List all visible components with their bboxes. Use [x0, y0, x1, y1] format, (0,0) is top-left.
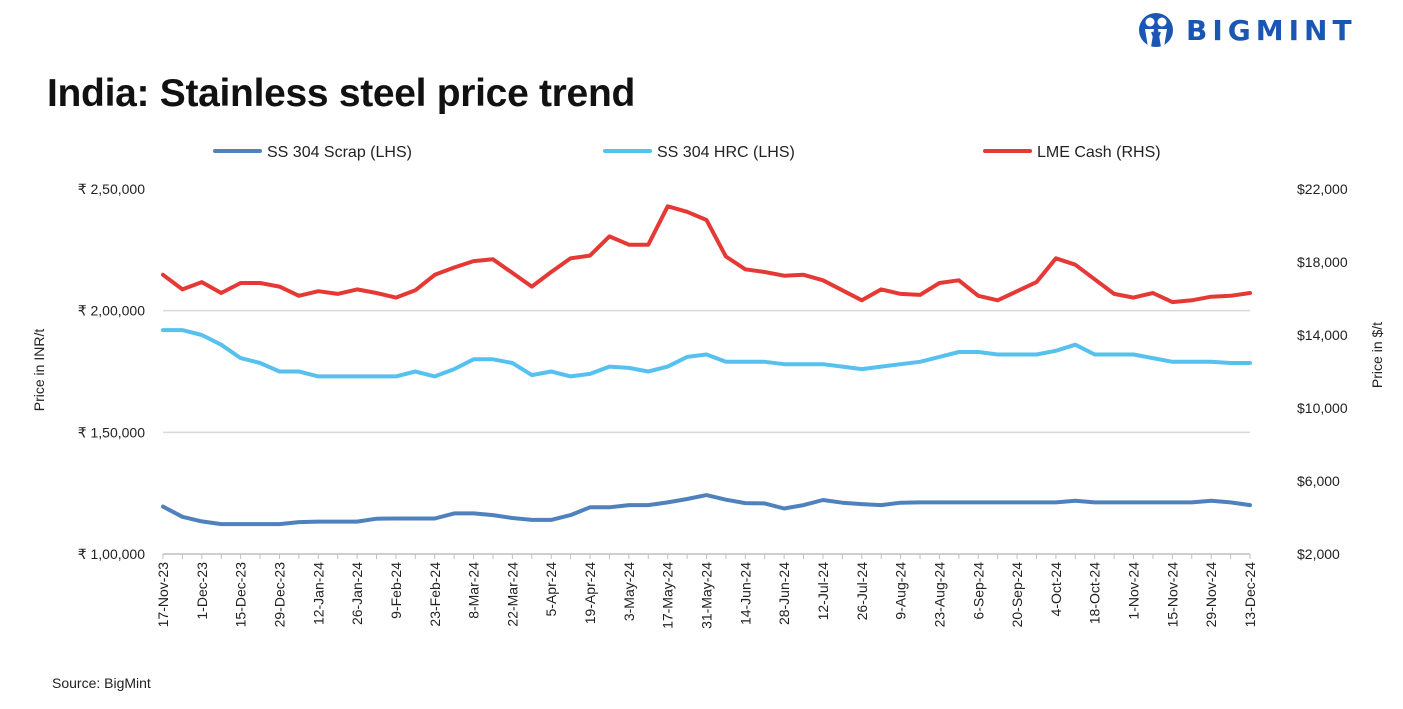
- x-tick-label: 1-Dec-23: [194, 562, 210, 620]
- bigmint-people-icon: [1139, 13, 1173, 47]
- y-tick-label-right: $6,000: [1297, 473, 1340, 489]
- x-tick-label: 23-Feb-24: [427, 562, 443, 627]
- x-tick-label: 22-Mar-24: [504, 562, 520, 627]
- x-tick-label: 26-Jan-24: [349, 562, 365, 625]
- series-line-0: [161, 493, 1252, 527]
- x-tick-label: 15-Dec-23: [233, 562, 249, 628]
- x-tick-label: 15-Nov-24: [1164, 562, 1180, 628]
- y-tick-label-right: $10,000: [1297, 400, 1348, 416]
- legend-label: SS 304 HRC (LHS): [657, 144, 795, 161]
- y-tick-label-left: ₹ 2,50,000: [78, 181, 146, 197]
- series-line-1: [161, 328, 1252, 379]
- x-tick-label: 26-Jul-24: [854, 562, 870, 621]
- x-tick-label: 8-Mar-24: [466, 562, 482, 619]
- x-tick-label: 9-Aug-24: [893, 562, 909, 620]
- x-tick-label: 28-Jun-24: [776, 562, 792, 625]
- logo-text: BIGMINT: [1186, 13, 1357, 47]
- y-axis-title-left: Price in INR/t: [31, 329, 47, 412]
- x-tick-label: 18-Oct-24: [1087, 562, 1103, 624]
- x-tick-label: 12-Jan-24: [310, 562, 326, 625]
- legend-label: SS 304 Scrap (LHS): [267, 144, 412, 161]
- series-line-2: [161, 204, 1252, 305]
- x-tick-label: 13-Dec-24: [1242, 562, 1258, 628]
- x-tick-label: 14-Jun-24: [737, 562, 753, 625]
- x-tick-label: 23-Aug-24: [931, 562, 947, 628]
- x-tick-label: 4-Oct-24: [1048, 562, 1064, 617]
- x-tick-label: 6-Sep-24: [970, 562, 986, 620]
- y-tick-label-right: $2,000: [1297, 546, 1340, 562]
- x-tick-label: 29-Nov-24: [1203, 562, 1219, 628]
- y-tick-label-left: ₹ 1,00,000: [78, 546, 146, 562]
- y-tick-label-right: $22,000: [1297, 181, 1348, 197]
- x-tick-label: 31-May-24: [699, 562, 715, 629]
- y-tick-label-left: ₹ 1,50,000: [78, 424, 146, 440]
- y-tick-label-left: ₹ 2,00,000: [78, 303, 146, 319]
- x-tick-label: 9-Feb-24: [388, 562, 404, 619]
- y-axis-title-right: Price in $/t: [1369, 322, 1385, 388]
- legend-label: LME Cash (RHS): [1037, 144, 1161, 161]
- x-tick-label: 3-May-24: [621, 562, 637, 621]
- page-title: India: Stainless steel price trend: [47, 72, 635, 115]
- x-tick-label: 5-Apr-24: [543, 562, 559, 617]
- x-tick-label: 17-May-24: [660, 562, 676, 629]
- x-tick-label: 20-Sep-24: [1009, 562, 1025, 628]
- y-tick-label-right: $18,000: [1297, 254, 1348, 270]
- x-tick-label: 17-Nov-23: [155, 562, 171, 628]
- x-tick-label: 12-Jul-24: [815, 562, 831, 621]
- x-tick-label: 19-Apr-24: [582, 562, 598, 624]
- source-note: Source: BigMint: [52, 675, 151, 691]
- x-tick-label: 1-Nov-24: [1126, 562, 1142, 620]
- x-tick-label: 29-Dec-23: [271, 562, 287, 628]
- y-tick-label-right: $14,000: [1297, 327, 1348, 343]
- brand-logo: BIGMINT: [1138, 10, 1357, 50]
